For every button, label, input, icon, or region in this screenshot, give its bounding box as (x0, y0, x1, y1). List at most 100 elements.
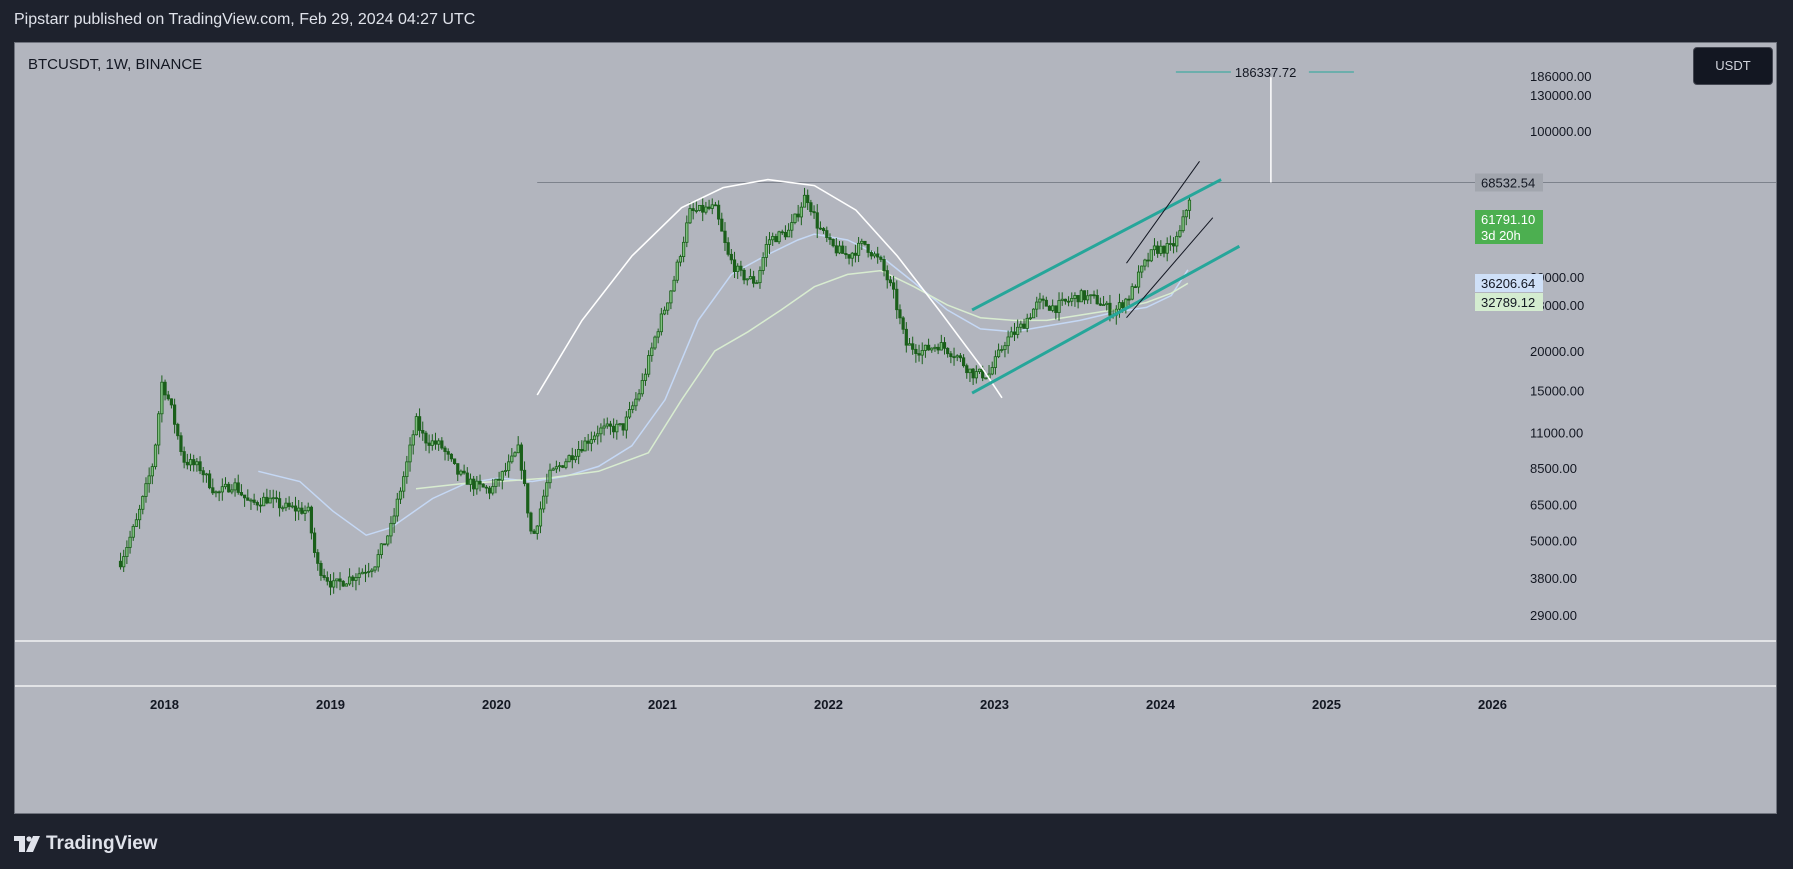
candle-body (583, 440, 587, 452)
candle-body (637, 393, 641, 400)
x-tick-label: 2019 (316, 697, 345, 712)
candle-body (437, 440, 441, 445)
candle-body (373, 566, 377, 571)
x-tick-label: 2026 (1478, 697, 1507, 712)
candle-body (1000, 349, 1004, 351)
candle-body (567, 455, 571, 463)
candle-body (764, 244, 768, 258)
candle-body (926, 344, 931, 351)
y-tick-label: 28000.00 (1530, 298, 1584, 313)
candle-body (157, 413, 161, 446)
candle-body (946, 347, 950, 355)
candle-body (879, 256, 883, 260)
y-tick-label: 8500.00 (1530, 461, 1577, 476)
last-price-badge-text: 3d 20h (1481, 228, 1521, 243)
channel-upper-line[interactable] (971, 178, 1222, 312)
candle-body (1006, 336, 1010, 347)
ma2-price-badge: 32789.12 (1475, 293, 1543, 311)
candle-body (853, 252, 858, 256)
channel-lower-line[interactable] (971, 244, 1241, 395)
candle-body (1178, 230, 1182, 237)
candle-body (351, 576, 355, 581)
small-channel-lower[interactable] (1126, 217, 1214, 319)
footer-brand[interactable]: TradingView (14, 833, 158, 855)
candle-body (227, 483, 231, 493)
candle-body (309, 506, 314, 534)
candle-body (882, 259, 886, 271)
candle-body (949, 353, 953, 358)
candle-body (917, 353, 921, 356)
candle-body (847, 254, 851, 259)
candle-body (662, 309, 667, 315)
symbol-label[interactable]: BTCUSDT, 1W, BINANCE (28, 56, 203, 73)
candle-body (812, 211, 816, 214)
footer-brand-text: TradingView (46, 833, 158, 854)
candle-body (468, 478, 473, 485)
candle-body (1171, 243, 1176, 247)
candle-body (993, 356, 998, 368)
candle-body (1098, 303, 1102, 306)
candle-body (1066, 300, 1071, 303)
candle-body (179, 435, 183, 452)
x-tick-label: 2021 (648, 697, 677, 712)
candle-body (389, 522, 393, 537)
candle-body (1136, 271, 1141, 288)
x-tick-label: 2020 (482, 697, 511, 712)
candle-body (844, 253, 848, 256)
candle-body (592, 435, 597, 440)
candle-body (1143, 259, 1147, 267)
candle-body (125, 547, 129, 557)
candle-body (363, 571, 368, 574)
candle-body (573, 455, 578, 461)
candle-body (793, 213, 797, 223)
candle-body (599, 427, 603, 435)
y-tick-label: 2900.00 (1530, 608, 1577, 623)
candle-body (818, 227, 823, 230)
candle-body (147, 475, 151, 485)
x-tick-label: 2018 (150, 697, 179, 712)
candle-body (284, 502, 288, 509)
currency-button[interactable]: USDT (1693, 47, 1773, 85)
candle-body (545, 482, 549, 497)
candle-body (666, 302, 670, 311)
candle-body (697, 204, 702, 211)
candle-body (449, 453, 453, 460)
candle-body (144, 483, 148, 497)
candle-body (526, 483, 530, 514)
candle-body (939, 342, 943, 351)
candle-body (360, 571, 364, 575)
y-tick-label: 11000.00 (1530, 426, 1583, 441)
chart-frame[interactable]: 186337.72 186000.00 130000.00 100000.00 280… (14, 42, 1777, 814)
small-channel-upper[interactable] (1126, 161, 1200, 264)
candle-body (141, 496, 145, 510)
candle-body (1149, 249, 1153, 262)
y-tick-label: 5000.00 (1530, 534, 1577, 549)
arc-curve[interactable] (536, 178, 1003, 399)
candle-body (316, 552, 320, 564)
drawings[interactable]: 186337.72 (536, 65, 1354, 399)
y-tick-label: 130000.00 (1530, 88, 1591, 103)
candle-body (771, 236, 775, 241)
candle-body (977, 368, 982, 373)
candle-body (691, 208, 695, 211)
candle-body (615, 423, 619, 433)
candle-body (497, 478, 501, 481)
axes: 186000.00 130000.00 100000.00 28000.00 20000… (150, 69, 1591, 712)
candle-body (685, 222, 689, 243)
candle-body (809, 202, 813, 212)
candle-body (923, 344, 928, 351)
chart-canvas[interactable]: 186337.72 186000.00 130000.00 100000.00 280… (15, 43, 1777, 814)
candle-body (1152, 245, 1157, 251)
candle-body (904, 328, 908, 346)
ma2-price-badge-text: 32789.12 (1481, 295, 1535, 310)
candle-body (347, 576, 352, 585)
candle-body (1101, 304, 1106, 307)
candle-body (392, 515, 396, 524)
candle-body (1031, 308, 1036, 319)
candle-body (1082, 290, 1087, 301)
candle-body (602, 425, 606, 429)
candle-body (192, 459, 196, 466)
y-tick-label: 100000.00 (1530, 124, 1591, 139)
level-price-badge: 68532.54 (1475, 173, 1543, 192)
